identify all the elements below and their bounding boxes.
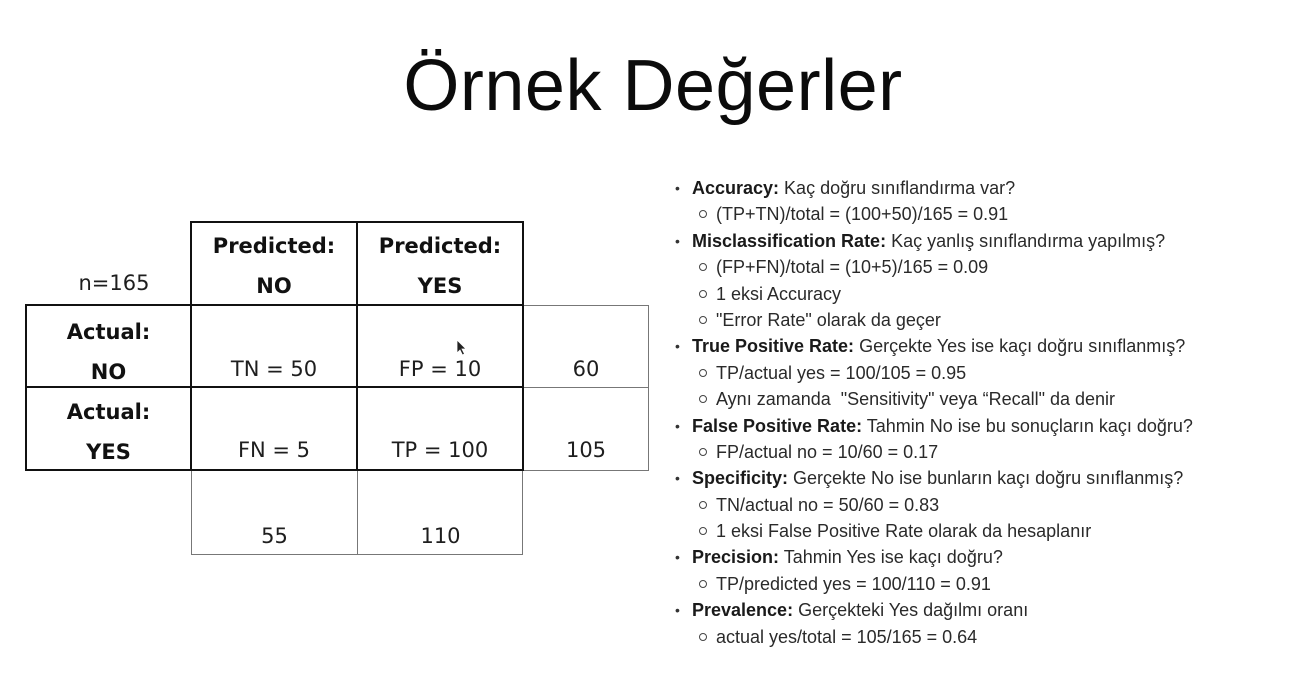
metric-subitem-text: 1 eksi False Positive Rate olarak da hes… [716, 521, 1092, 542]
grid-line [25, 304, 524, 306]
metric-subitem-text: TP/actual yes = 100/105 = 0.95 [716, 362, 967, 383]
metric-subitem: (TP+TN)/total = (100+50)/165 = 0.91 [672, 201, 1302, 227]
metric-item: • Specificity: Gerçekte No ise bunların k… [672, 465, 1302, 544]
metric-subitem: TP/actual yes = 100/105 = 0.95 [672, 360, 1302, 386]
metric-heading: • False Positive Rate: Tahmin No ise bu s… [672, 413, 1302, 439]
metrics-list: • Accuracy: Kaç doğru sınıflandırma var? (… [672, 175, 1302, 650]
metric-item: • Misclassification Rate: Kaç yanlış sını… [672, 228, 1302, 334]
metric-subitem: Aynı zamanda "Sensitivity" veya “Recall"… [672, 386, 1302, 412]
metric-subitem: FP/actual no = 10/60 = 0.17 [672, 439, 1302, 465]
row-total-yes: 105 [565, 438, 607, 462]
circle-bullet-icon [699, 447, 707, 456]
grid-line [25, 304, 27, 471]
bullet-icon: • [675, 602, 680, 619]
cell-true-positive: TP = 100 [391, 438, 489, 462]
metric-item: • Precision: Tahmin Yes ise kaçı doğru? TP… [672, 544, 1302, 597]
metric-subitem: (FP+FN)/total = (10+5)/165 = 0.09 [672, 254, 1302, 280]
metric-subitem: 1 eksi Accuracy [672, 281, 1302, 307]
metric-item: • True Positive Rate: Gerçekte Yes ise ka… [672, 333, 1302, 412]
metric-term: Precision: [692, 547, 780, 568]
col-header-line: Predicted: [212, 234, 336, 258]
grid-line [190, 221, 192, 471]
metric-subitem: TN/actual no = 50/60 = 0.83 [672, 492, 1302, 518]
circle-bullet-icon [699, 579, 707, 588]
bullet-icon: • [675, 470, 680, 487]
col-total-yes: 110 [420, 524, 461, 548]
col-header-predicted-no: Predicted: NO [192, 226, 356, 306]
col-header-predicted-yes: Predicted: YES [358, 226, 522, 306]
circle-bullet-icon [699, 263, 707, 272]
metric-heading: • True Positive Rate: Gerçekte Yes ise ka… [672, 333, 1302, 359]
bullet-icon: • [675, 232, 680, 249]
metric-heading: • Precision: Tahmin Yes ise kaçı doğru? [672, 544, 1302, 570]
metric-term: Accuracy: [692, 178, 780, 198]
circle-bullet-icon [699, 500, 707, 509]
metric-subitem: "Error Rate" olarak da geçer [672, 307, 1302, 333]
metric-description: Gerçekte No ise bunların kaçı doğru sını… [788, 468, 1184, 489]
cell-true-negative: TN = 50 [230, 357, 318, 381]
metric-subitem-text: TN/actual no = 50/60 = 0.83 [716, 494, 940, 515]
metric-subitem: TP/predicted yes = 100/110 = 0.91 [672, 571, 1302, 597]
grid-line [25, 386, 524, 388]
metric-description: Kaç doğru sınıflandırma var? [779, 178, 1016, 198]
col-total-no: 55 [261, 524, 288, 548]
circle-bullet-icon [699, 632, 707, 641]
bullet-icon: • [675, 417, 680, 434]
grid-line [522, 221, 524, 471]
metric-subitem-text: Aynı zamanda "Sensitivity" veya “Recall"… [716, 389, 1116, 410]
metric-heading: • Specificity: Gerçekte No ise bunların k… [672, 465, 1302, 491]
metric-subitem-text: actual yes/total = 105/165 = 0.64 [716, 626, 978, 647]
metric-description: Tahmin No ise bu sonuçların kaçı doğru? [862, 415, 1193, 436]
metric-subitem-text: FP/actual no = 10/60 = 0.17 [716, 441, 939, 462]
row-header-line: YES [86, 440, 131, 464]
metric-description: Kaç yanlış sınıflandırma yapılmış? [886, 230, 1166, 251]
row-header-actual-yes: Actual: YES [27, 392, 190, 472]
metric-item: • Prevalence: Gerçekteki Yes dağılmı oran… [672, 597, 1302, 650]
circle-bullet-icon [699, 395, 707, 404]
metric-term: Specificity: [692, 468, 789, 489]
metric-subitem: 1 eksi False Positive Rate olarak da hes… [672, 518, 1302, 544]
metric-item: • Accuracy: Kaç doğru sınıflandırma var? (… [672, 175, 1302, 228]
metric-term: Misclassification Rate: [692, 230, 887, 251]
col-header-line: Predicted: [378, 234, 502, 258]
bullet-icon: • [675, 338, 680, 355]
metric-term: True Positive Rate: [692, 336, 855, 357]
metric-description: Gerçekteki Yes dağılmı oranı [793, 600, 1029, 621]
cell-false-negative: FN = 5 [237, 438, 311, 462]
grid-line [25, 469, 524, 471]
metric-subitem-text: (FP+FN)/total = (10+5)/165 = 0.09 [716, 257, 989, 278]
row-header-line: Actual: [66, 320, 151, 344]
cell-false-positive: FP = 10 [398, 357, 482, 381]
grid-line [356, 221, 358, 471]
circle-bullet-icon [699, 315, 707, 324]
metric-subitem: actual yes/total = 105/165 = 0.64 [672, 624, 1302, 650]
bullet-icon: • [675, 549, 680, 566]
metric-subitem-text: 1 eksi Accuracy [716, 283, 842, 304]
metric-term: Prevalence: [692, 600, 794, 621]
mouse-cursor-icon [456, 339, 467, 356]
bullet-icon: • [675, 180, 680, 196]
col-header-line: YES [417, 274, 463, 298]
metric-heading: • Misclassification Rate: Kaç yanlış sını… [672, 228, 1302, 254]
metric-description: Gerçekte Yes ise kaçı doğru sınıflanmış? [854, 336, 1186, 357]
metric-subitem-text: TP/predicted yes = 100/110 = 0.91 [716, 573, 991, 594]
metric-subitem-text: "Error Rate" olarak da geçer [716, 309, 941, 330]
metric-item: • False Positive Rate: Tahmin No ise bu s… [672, 413, 1302, 466]
sample-size-label: n=165 [78, 271, 150, 295]
col-header-line: NO [256, 274, 292, 298]
slide-title: Örnek Değerler [403, 46, 903, 126]
circle-bullet-icon [699, 210, 707, 219]
metric-description: Tahmin Yes ise kaçı doğru? [779, 547, 1003, 568]
circle-bullet-icon [699, 368, 707, 377]
metric-subitem-text: (TP+TN)/total = (100+50)/165 = 0.91 [716, 204, 1009, 225]
row-header-actual-no: Actual: NO [27, 312, 190, 392]
metric-heading: • Accuracy: Kaç doğru sınıflandırma var? [672, 175, 1302, 201]
circle-bullet-icon [699, 289, 707, 298]
circle-bullet-icon [699, 527, 707, 536]
row-header-line: Actual: [66, 400, 151, 424]
metric-heading: • Prevalence: Gerçekteki Yes dağılmı oran… [672, 597, 1302, 623]
row-total-no: 60 [572, 357, 600, 381]
metric-term: False Positive Rate: [692, 415, 863, 436]
row-header-line: NO [90, 360, 127, 384]
